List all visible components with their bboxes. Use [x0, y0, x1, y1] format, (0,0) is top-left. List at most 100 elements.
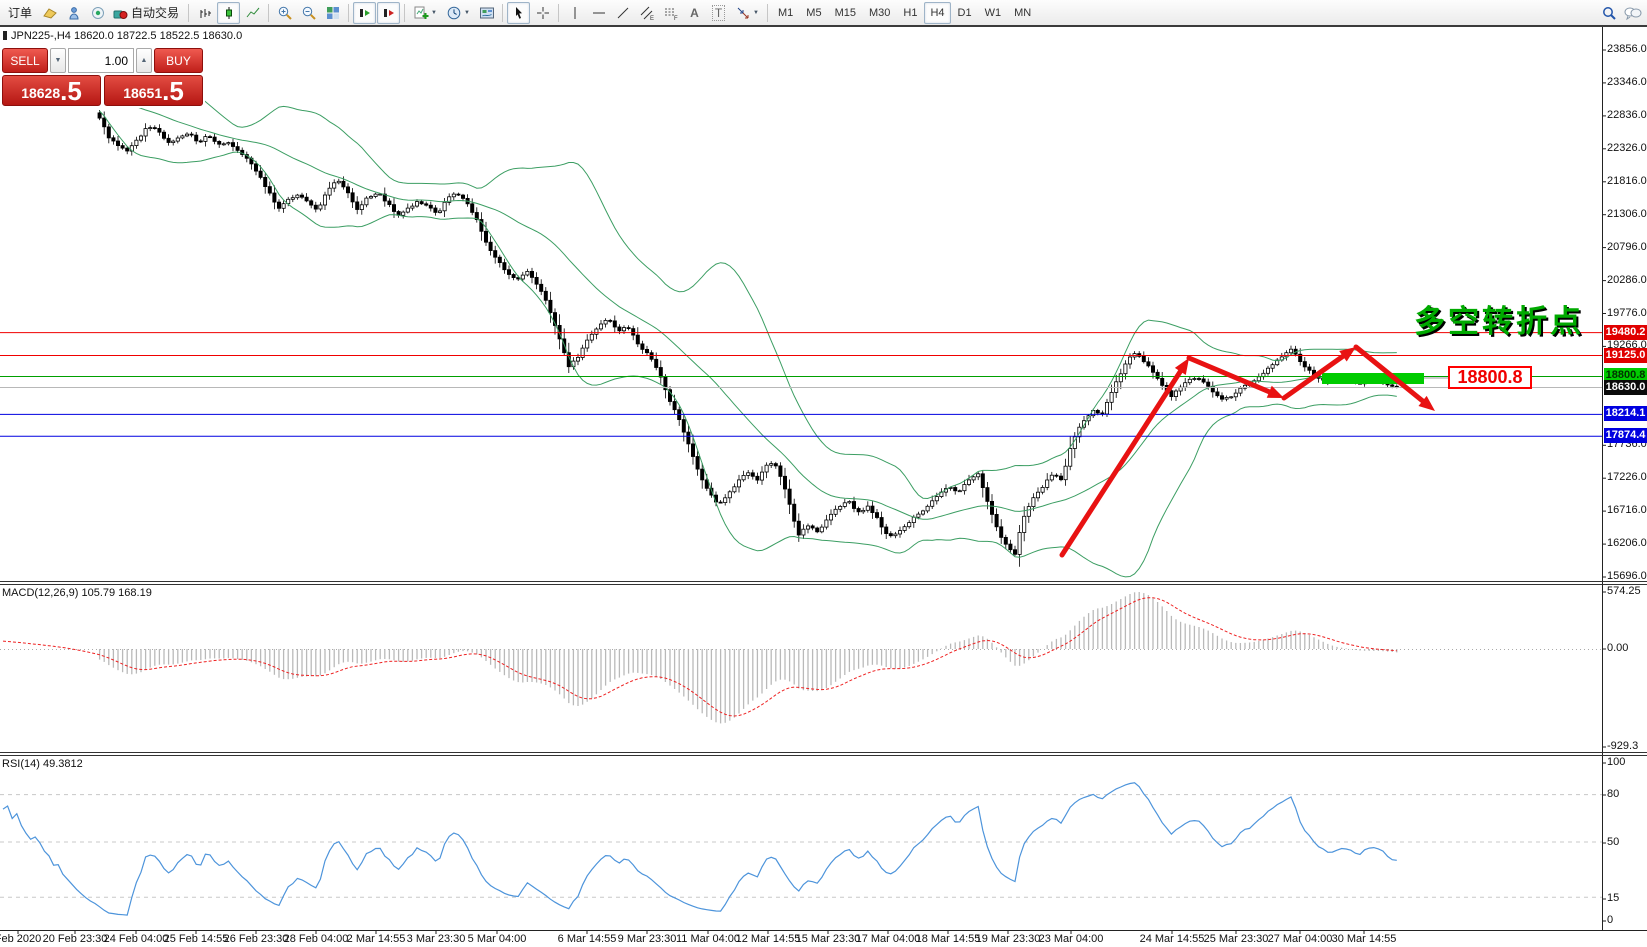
tile-windows-button[interactable] — [321, 2, 344, 24]
text-tool-button[interactable]: A — [683, 2, 706, 24]
search-button[interactable] — [1597, 2, 1620, 24]
market-watch-icon — [68, 6, 79, 19]
crosshair-icon — [536, 6, 549, 19]
search-icon — [1602, 6, 1616, 20]
volume-input[interactable] — [68, 48, 134, 73]
candlestick-chart-button[interactable] — [217, 1, 240, 24]
template-button[interactable] — [475, 2, 498, 24]
price-axis-tick: 21816.0 — [1607, 175, 1647, 187]
price-axis-tick: 23856.0 — [1607, 43, 1647, 55]
autotrading-button[interactable]: 自动交易 — [110, 2, 184, 24]
fibonacci-tool[interactable]: F — [659, 2, 682, 24]
zoom-in-button[interactable] — [273, 2, 296, 24]
time-axis-label: 26 Feb 23:30 — [223, 933, 289, 945]
text-label-tool-button[interactable]: T — [707, 2, 730, 24]
price-axis-tick: 20796.0 — [1607, 241, 1647, 253]
price-annotation-box: 18800.8 — [1448, 366, 1532, 389]
price-level-badge: 18800.8 — [1604, 368, 1647, 383]
rsi-axis-tick: 80 — [1607, 788, 1620, 800]
volume-decrease-button[interactable]: ▼ — [50, 48, 66, 73]
price-axis-tick: 21306.0 — [1607, 208, 1647, 220]
navigator-button[interactable] — [86, 2, 109, 24]
time-axis-label: 25 Feb 14:55 — [163, 933, 229, 945]
sell-price-pips: .5 — [60, 76, 82, 106]
sell-button[interactable]: SELL — [2, 48, 48, 73]
time-axis-label: 23 Mar 04:00 — [1038, 933, 1104, 945]
market-watch-button[interactable] — [62, 2, 85, 24]
timeframe-button-M1[interactable]: M1 — [778, 6, 794, 19]
horizontal-line-icon — [592, 12, 605, 13]
zoom-in-icon — [278, 6, 292, 20]
timeframe-button-M30[interactable]: M30 — [868, 6, 891, 19]
rsi-axis-tick: 15 — [1607, 892, 1620, 904]
arrows-tool-dropdown[interactable]: ▼ — [731, 2, 763, 24]
channel-tool[interactable]: E — [635, 2, 658, 24]
clock-icon — [447, 6, 461, 19]
horizontal-line-tool[interactable] — [587, 2, 610, 24]
time-axis-label: 3 Mar 23:30 — [406, 933, 466, 945]
auto-scroll-icon — [359, 8, 370, 17]
symbol-icon — [3, 31, 7, 40]
price-level-badge: 19480.2 — [1604, 325, 1647, 340]
crosshair-tool-button[interactable] — [531, 2, 554, 24]
order-button-label: 订单 — [7, 6, 32, 20]
period-dropdown[interactable]: ▼ — [442, 2, 474, 24]
timeframe-button-H1[interactable]: H1 — [903, 6, 918, 19]
time-axis-label: 30 Mar 14:55 — [1331, 933, 1397, 945]
vertical-line-tool[interactable] — [563, 2, 586, 24]
timeframe-button-M5[interactable]: M5 — [806, 6, 822, 19]
buy-price-panel[interactable]: 18651.5 — [104, 75, 203, 106]
fibonacci-icon: F — [664, 8, 678, 21]
auto-scroll-button[interactable] — [353, 1, 376, 24]
candlestick-chart-icon — [225, 6, 232, 19]
line-chart-icon — [246, 7, 259, 17]
toolbar-separator — [404, 3, 405, 22]
arrows-icon — [737, 7, 749, 18]
macd-axis-tick: 574.25 — [1607, 585, 1641, 597]
new-chart-dropdown[interactable]: ▼ — [409, 2, 441, 24]
timeframe-button-D1[interactable]: D1 — [957, 6, 972, 19]
time-axis-label: 11 Mar 04:00 — [675, 933, 741, 945]
channel-icon: E — [640, 6, 654, 21]
time-axis-label: 17 Mar 04:00 — [855, 933, 921, 945]
timeframe-button-MN[interactable]: MN — [1014, 6, 1032, 19]
autotrading-icon — [113, 10, 128, 19]
zoom-out-icon — [302, 6, 316, 20]
price-axis-tick: 22326.0 — [1607, 142, 1647, 154]
chat-icon — [1624, 7, 1641, 20]
zoom-out-button[interactable] — [297, 2, 320, 24]
toolbar-separator — [268, 3, 269, 22]
order-button[interactable]: 订单 — [3, 2, 37, 24]
volume-increase-button[interactable]: ▲ — [136, 48, 152, 73]
tile-windows-icon — [326, 6, 339, 19]
chart-shift-button[interactable] — [377, 1, 400, 24]
line-chart-button[interactable] — [241, 2, 264, 24]
timeframe-button-W1[interactable]: W1 — [984, 6, 1002, 19]
community-chat-button[interactable] — [1621, 2, 1644, 24]
time-axis-label: 24 Feb 04:00 — [103, 933, 169, 945]
time-axis-label: 12 Mar 14:55 — [735, 933, 801, 945]
new-order-icon[interactable] — [38, 2, 61, 24]
time-axis-label: 24 Mar 14:55 — [1139, 933, 1205, 945]
timeframe-button-M15[interactable]: M15 — [834, 6, 856, 19]
autotrading-label: 自动交易 — [130, 6, 179, 20]
chart-shift-icon — [383, 8, 394, 17]
price-axis-tick: 16716.0 — [1607, 504, 1647, 516]
svg-text:E: E — [650, 16, 654, 21]
cursor-tool-button[interactable] — [507, 1, 530, 24]
macd-axis-tick: 0.00 — [1607, 642, 1629, 654]
time-axis-label: 9 Mar 23:30 — [617, 933, 677, 945]
bar-chart-button[interactable] — [193, 2, 216, 24]
time-axis-label: 6 Mar 14:55 — [557, 933, 617, 945]
sell-price-main: 18628 — [21, 85, 61, 101]
buy-button[interactable]: BUY — [154, 48, 203, 73]
price-axis-tick: 22836.0 — [1607, 109, 1647, 121]
sell-price-panel[interactable]: 18628.5 — [2, 75, 101, 106]
timeframe-button-H4[interactable]: H4 — [924, 1, 951, 24]
chevron-down-icon: ▼ — [464, 9, 470, 16]
chevron-down-icon: ▼ — [431, 9, 437, 16]
yellow-order-icon — [42, 7, 57, 19]
trendline-tool[interactable] — [611, 2, 634, 24]
